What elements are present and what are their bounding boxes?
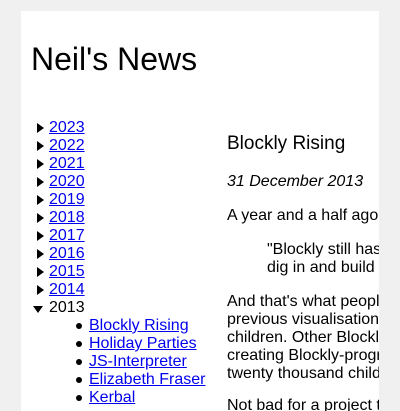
article-paragraph: And that's what people d previous visual… [227, 293, 379, 383]
archive-year-2021[interactable]: 2021 [31, 155, 221, 173]
year-link[interactable]: 2020 [49, 173, 85, 190]
post-list-item: Elizabeth Fraser [31, 371, 221, 389]
archive-year-2014[interactable]: 2014 [31, 281, 221, 299]
bullet-icon [76, 341, 82, 347]
year-link[interactable]: 2017 [49, 227, 85, 244]
archive-year-2020[interactable]: 2020 [31, 173, 221, 191]
post-list: Blockly Rising Holiday Parties JS-Interpre… [31, 317, 221, 407]
archive-tree: 2023 2022 2021 2020 2019 2018 2017 2016 2015 2014… [31, 119, 221, 407]
paragraph-line: twenty thousand children [227, 365, 379, 382]
expand-triangle-icon[interactable] [37, 141, 44, 151]
archive-year-2015[interactable]: 2015 [31, 263, 221, 281]
page-content: Neil's News 2023 2022 2021 2020 2019 2018 2017… [21, 11, 379, 411]
article-title: Blockly Rising [227, 133, 346, 154]
post-link[interactable]: Elizabeth Fraser [89, 371, 206, 388]
site-title: Neil's News [31, 41, 198, 77]
year-link[interactable]: 2022 [49, 137, 85, 154]
expand-triangle-icon[interactable] [37, 249, 44, 259]
archive-year-2018[interactable]: 2018 [31, 209, 221, 227]
archive-year-2016[interactable]: 2016 [31, 245, 221, 263]
year-link[interactable]: 2015 [49, 263, 85, 280]
paragraph-line: And that's what people d [227, 293, 379, 310]
year-link[interactable]: 2014 [49, 281, 85, 298]
post-list-item: Blockly Rising [31, 317, 221, 335]
post-link[interactable]: Holiday Parties [89, 335, 197, 352]
expand-triangle-icon[interactable] [37, 177, 44, 187]
post-list-item: Kerbal [31, 389, 221, 407]
collapse-triangle-icon[interactable] [33, 306, 43, 313]
expand-triangle-icon[interactable] [37, 213, 44, 223]
archive-year-2022[interactable]: 2022 [31, 137, 221, 155]
expand-triangle-icon[interactable] [37, 267, 44, 277]
post-list-item: JS-Interpreter [31, 353, 221, 371]
archive-year-open[interactable]: 2013 [31, 299, 221, 317]
paragraph-line: previous visualisation (w [227, 311, 379, 328]
post-link[interactable]: Kerbal [89, 389, 136, 406]
article-paragraph: A year and a half ago I re [227, 207, 379, 224]
paragraph-line: children. Other Blockly-c [227, 329, 379, 346]
year-label: 2013 [49, 299, 85, 316]
archive-year-2023[interactable]: 2023 [31, 119, 221, 137]
year-link[interactable]: 2019 [49, 191, 85, 208]
year-link[interactable]: 2023 [49, 119, 85, 136]
year-link[interactable]: 2021 [49, 155, 85, 172]
bullet-icon [76, 377, 82, 383]
post-list-item: Holiday Parties [31, 335, 221, 353]
archive-year-2017[interactable]: 2017 [31, 227, 221, 245]
bullet-icon [76, 359, 82, 365]
quote-line: dig in and build so [267, 259, 379, 276]
expand-triangle-icon[interactable] [37, 285, 44, 295]
paragraph-line: creating Blockly-program [227, 347, 379, 364]
expand-triangle-icon[interactable] [37, 159, 44, 169]
year-link[interactable]: 2016 [49, 245, 85, 262]
post-link[interactable]: Blockly Rising [89, 317, 189, 334]
expand-triangle-icon[interactable] [37, 231, 44, 241]
expand-triangle-icon[interactable] [37, 123, 44, 133]
post-link[interactable]: JS-Interpreter [89, 353, 187, 370]
bullet-icon [76, 395, 82, 401]
article-quote: "Blockly still has a dig in and build so [267, 241, 379, 277]
quote-line: "Blockly still has a [267, 241, 379, 258]
article-date: 31 December 2013 [227, 173, 364, 190]
archive-year-2019[interactable]: 2019 [31, 191, 221, 209]
bullet-icon [76, 323, 82, 329]
expand-triangle-icon[interactable] [37, 195, 44, 205]
article-paragraph: Not bad for a project tha [227, 397, 379, 411]
year-link[interactable]: 2018 [49, 209, 85, 226]
